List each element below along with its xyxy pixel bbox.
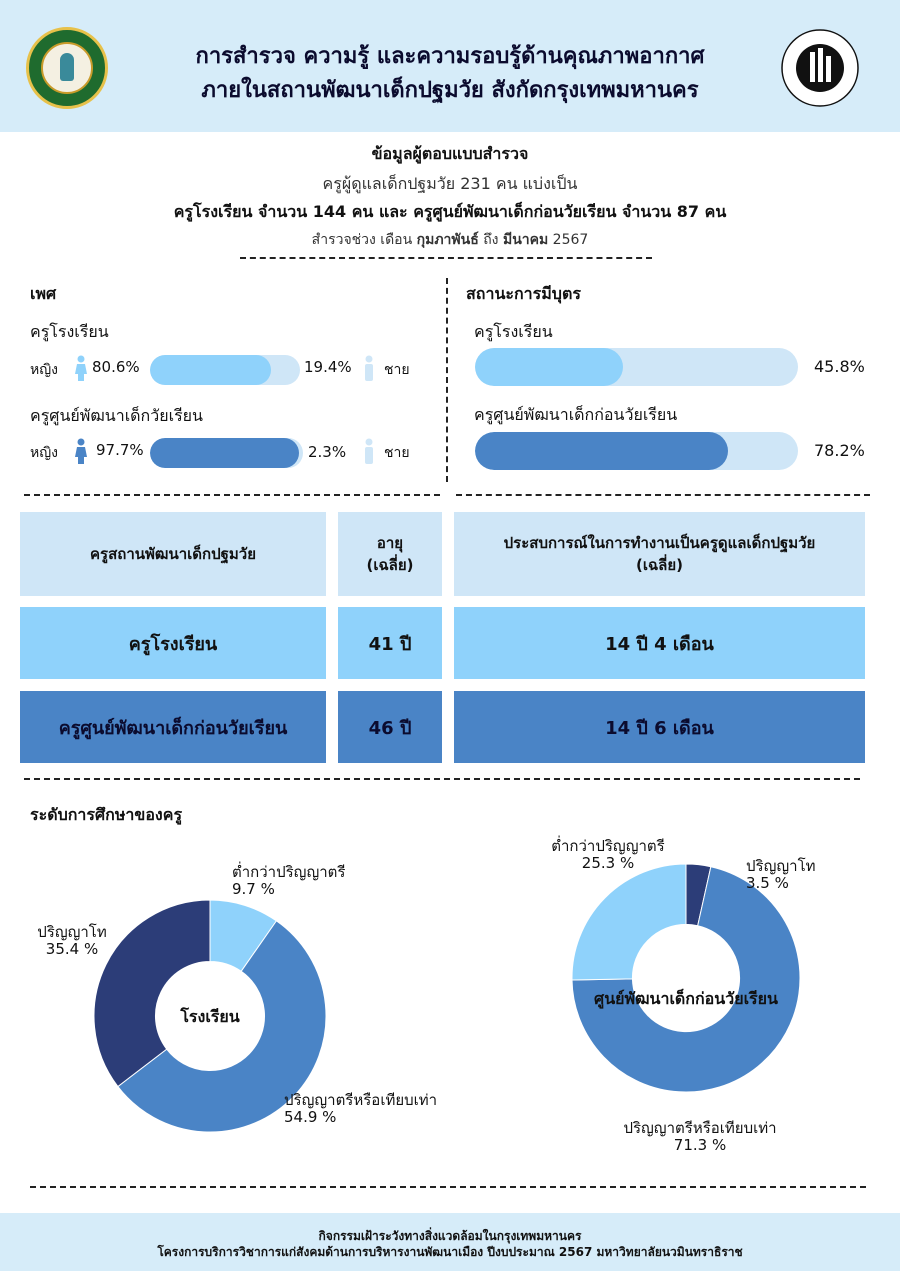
gender-bar-fill-center	[150, 438, 300, 468]
slice-label: ปริญญาตรีหรือเทียบเท่า 71.3 %	[623, 1119, 777, 1155]
pie-slice-3	[571, 863, 687, 981]
male-icon	[365, 355, 373, 381]
gender-bar-fill-school	[150, 355, 271, 385]
donut-chart-center	[571, 863, 801, 1093]
parenthood-pct-school: 45.8%	[814, 357, 865, 376]
parenthood-bar-fill-center	[475, 432, 728, 470]
slice-label: ต่ำกว่าปริญญาตรี 9.7 %	[232, 863, 346, 899]
divider	[240, 257, 652, 259]
gender-bar-center	[150, 438, 303, 468]
male-icon	[365, 438, 373, 464]
survey-period: สำรวจช่วง เดือน กุมภาพันธ์ ถึง มีนาคม 25…	[311, 232, 589, 248]
table-cell: 14 ปี 4 เดือน	[454, 607, 865, 679]
female-icon	[75, 355, 87, 381]
male-label: ชาย	[384, 445, 410, 461]
footer-line2: โครงการบริการวิชาการแก่สังคมด้านการบริหา…	[157, 1245, 743, 1259]
parenthood-group-school-label: ครูโรงเรียน	[474, 322, 553, 341]
slice-label: ต่ำกว่าปริญญาตรี 25.3 %	[551, 837, 665, 873]
footer-banner	[0, 1213, 900, 1271]
respondent-heading: ข้อมูลผู้ตอบแบบสำรวจ	[371, 144, 529, 163]
donut-chart-school	[93, 899, 327, 1133]
pie-slice-2	[117, 920, 327, 1133]
table-header-cell: อายุ (เฉลี่ย)	[338, 512, 442, 596]
slice-label: ปริญญาโท 3.5 %	[746, 857, 816, 893]
education-title: ระดับการศึกษาของครู	[30, 805, 183, 824]
footer-line1: กิจกรรมเฝ้าระวังทางสิ่งแวดล้อมในกรุงเทพม…	[318, 1229, 582, 1243]
female-pct-center: 97.7%	[96, 441, 144, 459]
header-banner	[0, 0, 900, 132]
university-logo-icon	[781, 29, 859, 107]
female-label: หญิง	[30, 362, 58, 378]
male-label: ชาย	[384, 362, 410, 378]
page-title-line1: การสำรวจ ความรู้ และความรอบรู้ด้านคุณภาพ…	[195, 44, 705, 69]
bma-logo-icon	[26, 27, 108, 109]
table-cell: 14 ปี 6 เดือน	[454, 691, 865, 763]
donut-center-label-school: โรงเรียน	[180, 1007, 240, 1026]
female-pct-school: 80.6%	[92, 358, 140, 376]
donut-center-label-center: ศูนย์พัฒนาเด็กก่อนวัยเรียน	[594, 989, 778, 1008]
divider	[30, 1186, 866, 1188]
table-cell: ครูโรงเรียน	[20, 607, 326, 679]
gender-group-center-label: ครูศูนย์พัฒนาเด็กวัยเรียน	[30, 406, 203, 425]
gender-group-school-label: ครูโรงเรียน	[30, 322, 109, 341]
female-icon	[75, 438, 87, 464]
table-header-cell: ประสบการณ์ในการทำงานเป็นครูดูแลเด็กปฐมวั…	[454, 512, 865, 596]
parenthood-group-center-label: ครูศูนย์พัฒนาเด็กก่อนวัยเรียน	[474, 405, 678, 424]
divider	[456, 494, 870, 496]
table-cell: 41 ปี	[338, 607, 442, 679]
page-title-line2: ภายในสถานพัฒนาเด็กปฐมวัย สังกัดกรุงเทพมห…	[201, 78, 699, 103]
parenthood-pct-center: 78.2%	[814, 441, 865, 460]
table-header-cell: ครูสถานพัฒนาเด็กปฐมวัย	[20, 512, 326, 596]
parenthood-bar-fill-school	[475, 348, 623, 386]
table-cell: ครูศูนย์พัฒนาเด็กก่อนวัยเรียน	[20, 691, 326, 763]
pie-slice-2	[571, 866, 801, 1093]
parenthood-bar-center	[475, 432, 798, 470]
male-pct-center: 2.3%	[308, 443, 347, 461]
parenthood-title: สถานะการมีบุตร	[466, 284, 581, 303]
pie-slice-3	[93, 899, 211, 1088]
respondent-split: ครูโรงเรียน จำนวน 144 คน และ ครูศูนย์พัฒ…	[173, 202, 727, 221]
male-pct-school: 19.4%	[304, 358, 352, 376]
slice-label: ปริญญาโท 35.4 %	[37, 923, 107, 959]
column-divider	[446, 278, 448, 482]
slice-label: ปริญญาตรีหรือเทียบเท่า 54.9 %	[284, 1091, 438, 1127]
parenthood-bar-school	[475, 348, 798, 386]
female-label: หญิง	[30, 445, 58, 461]
gender-bar-school	[150, 355, 300, 385]
divider	[24, 778, 860, 780]
respondent-total: ครูผู้ดูแลเด็กปฐมวัย 231 คน แบ่งเป็น	[322, 174, 578, 193]
gender-title: เพศ	[30, 284, 57, 303]
divider	[24, 494, 440, 496]
table-cell: 46 ปี	[338, 691, 442, 763]
